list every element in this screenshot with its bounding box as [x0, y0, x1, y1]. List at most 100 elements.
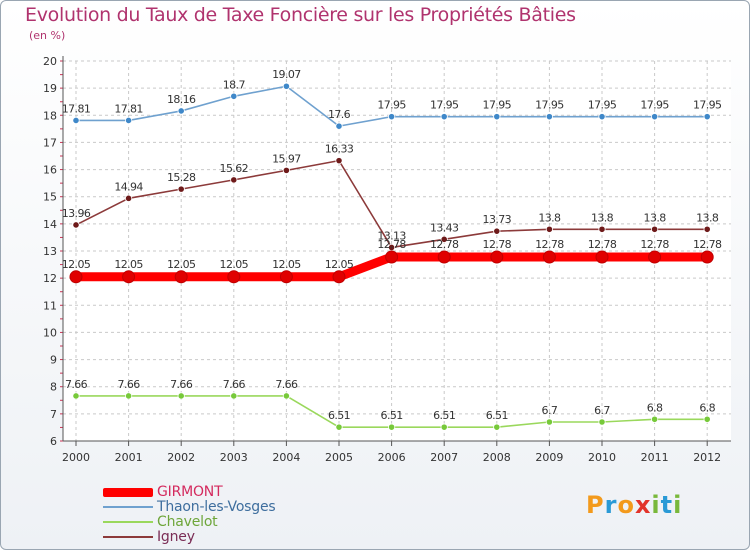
data-point-girmont [648, 250, 662, 264]
x-tick-label: 2007 [430, 451, 458, 464]
data-point-chavelot [282, 392, 290, 400]
data-point-chavelot [177, 392, 185, 400]
data-label-thaon: 17.95 [535, 99, 564, 112]
data-point-girmont [385, 250, 399, 264]
data-label-girmont: 12.05 [325, 258, 354, 271]
data-point-thaon [703, 113, 711, 121]
data-label-girmont: 12.78 [588, 238, 617, 251]
data-label-chavelot: 7.66 [275, 378, 298, 391]
data-point-thaon [335, 122, 343, 130]
data-point-thaon [177, 107, 185, 115]
x-tick-label: 2002 [167, 451, 195, 464]
data-label-chavelot: 6.7 [542, 404, 558, 417]
data-label-girmont: 12.05 [220, 258, 249, 271]
y-tick-label: 16 [43, 164, 57, 177]
data-label-girmont: 12.05 [167, 258, 196, 271]
data-point-thaon [440, 113, 448, 121]
logo-letter: t [660, 491, 674, 519]
logo-letter: r [604, 491, 618, 519]
x-tick-label: 2000 [62, 451, 90, 464]
x-tick-label: 2006 [378, 451, 406, 464]
y-tick-label: 14 [43, 218, 57, 231]
data-label-girmont: 12.05 [62, 258, 91, 271]
x-tick-label: 2005 [325, 451, 353, 464]
data-label-thaon: 17.95 [483, 99, 512, 112]
logo-letter: i [651, 491, 661, 519]
data-label-girmont: 12.78 [430, 238, 459, 251]
data-label-chavelot: 6.7 [594, 404, 610, 417]
data-point-igney [545, 225, 554, 233]
x-tick-label: 2008 [483, 451, 511, 464]
legend-swatch-girmont [103, 488, 153, 497]
data-point-igney [230, 176, 238, 184]
data-label-thaon: 17.95 [640, 99, 669, 112]
data-label-chavelot: 7.66 [223, 378, 246, 391]
data-label-igney: 16.33 [325, 143, 354, 156]
data-label-thaon: 17.95 [693, 99, 722, 112]
data-label-chavelot: 6.51 [486, 409, 508, 422]
x-tick-label: 2010 [588, 451, 616, 464]
y-tick-label: 11 [43, 299, 57, 312]
data-point-thaon [125, 116, 133, 125]
legend-label-chavelot: Chavelot [157, 514, 218, 530]
data-label-igney: 13.13 [377, 229, 406, 242]
data-label-girmont: 12.78 [535, 238, 564, 251]
data-point-thaon [282, 82, 290, 90]
data-label-igney: 13.96 [62, 207, 91, 220]
data-label-chavelot: 6.8 [647, 401, 663, 414]
data-label-girmont: 12.05 [114, 258, 143, 271]
data-point-chavelot [230, 392, 238, 400]
logo-letter: x [634, 491, 652, 519]
data-label-chavelot: 6.51 [381, 409, 403, 422]
y-tick-label: 20 [43, 55, 57, 68]
data-point-igney [703, 225, 711, 233]
data-label-chavelot: 7.66 [170, 378, 193, 391]
data-point-igney [72, 221, 80, 229]
data-label-igney: 13.8 [644, 211, 667, 224]
y-tick-label: 6 [50, 435, 57, 448]
legend-swatch-thaon [103, 506, 153, 508]
y-tick-label: 15 [43, 191, 57, 204]
data-label-chavelot: 6.51 [328, 409, 350, 422]
legend-label-thaon: Thaon-les-Vosges [157, 499, 276, 515]
x-tick-label: 2012 [693, 451, 721, 464]
data-label-thaon: 18.7 [223, 78, 246, 91]
data-point-thaon [598, 113, 606, 121]
data-point-igney [440, 235, 448, 243]
data-point-girmont [69, 270, 83, 284]
legend-label-girmont: GIRMONT [157, 484, 223, 500]
logo-letter: i [673, 491, 683, 519]
data-label-igney: 13.8 [591, 211, 614, 224]
data-label-thaon: 17.95 [377, 99, 406, 112]
data-label-girmont: 12.78 [377, 238, 406, 251]
data-point-thaon [650, 113, 659, 121]
data-point-igney [335, 157, 343, 165]
data-point-chavelot [493, 423, 501, 431]
data-point-igney [282, 166, 290, 174]
x-tick-label: 2003 [220, 451, 248, 464]
data-point-igney [598, 225, 606, 233]
logo-letter: P [586, 491, 605, 519]
data-label-igney: 13.43 [430, 221, 459, 234]
y-tick-label: 7 [50, 408, 57, 421]
data-point-girmont [490, 250, 504, 264]
chart-unit: (en %) [29, 29, 66, 42]
data-point-thaon [230, 92, 238, 100]
chart-title: Evolution du Taux de Taxe Foncière sur l… [25, 4, 576, 26]
data-label-igney: 14.94 [114, 180, 143, 193]
data-label-girmont: 12.05 [272, 258, 301, 271]
data-point-igney [125, 194, 133, 202]
data-point-chavelot [440, 423, 448, 431]
legend-label-igney: Igney [157, 529, 195, 545]
y-tick-label: 19 [43, 82, 57, 95]
x-tick-label: 2004 [272, 451, 300, 464]
data-label-girmont: 12.78 [693, 238, 722, 251]
plot-area [63, 61, 731, 441]
data-point-igney [177, 185, 185, 193]
data-point-chavelot [125, 392, 133, 400]
data-label-chavelot: 7.66 [118, 378, 141, 391]
data-point-chavelot [335, 423, 343, 431]
data-label-girmont: 12.78 [640, 238, 669, 251]
